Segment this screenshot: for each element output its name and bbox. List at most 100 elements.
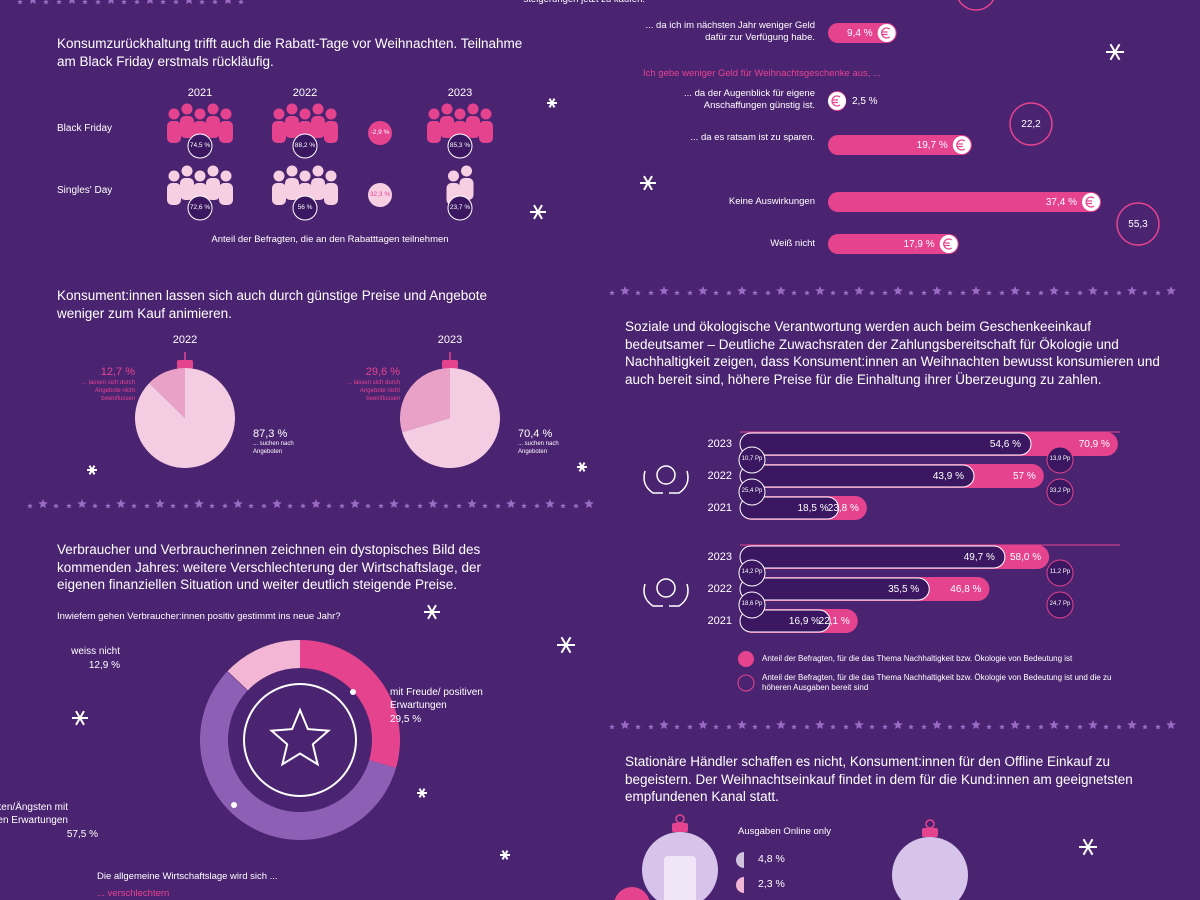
coin-icon [956, 139, 966, 151]
bar-label: 43,9 % [932, 471, 964, 482]
value-badge [187, 195, 213, 221]
star-decoration [534, 503, 540, 509]
star-decoration [155, 499, 165, 508]
person-icon [168, 170, 180, 182]
star-decoration [726, 290, 732, 296]
snowflake [418, 788, 426, 798]
person-icon [219, 183, 233, 205]
star-decoration [674, 724, 680, 730]
item-label: ... verschlechtern [97, 888, 170, 899]
star-decoration [300, 503, 306, 509]
star-decoration [1088, 286, 1098, 295]
bar-label: 54,6 % [989, 439, 1022, 450]
diff-badge [1046, 478, 1074, 506]
diff-badge [1046, 446, 1074, 474]
section-title: Verbraucher und Verbraucherinnen zeichne… [57, 542, 481, 593]
donut-center [243, 683, 357, 797]
snowflake [533, 204, 543, 220]
person-icon [194, 108, 206, 120]
bar-label: 46,8 % [950, 584, 982, 595]
segment-value: 29,5 % [390, 714, 422, 725]
star-decoration [1166, 286, 1176, 295]
item-label: ... da es ratsam ist zu sparen. [690, 132, 815, 143]
star-decoration [147, 0, 153, 4]
donut-segment [300, 640, 400, 768]
star-decoration [272, 499, 282, 508]
change-badge [368, 183, 392, 207]
value-badge [292, 195, 318, 221]
change-label: 32,3 % [369, 190, 391, 198]
star-decoration [222, 503, 228, 509]
coin-icon [939, 235, 958, 253]
person-icon [441, 103, 453, 115]
person-icon [206, 116, 220, 138]
year-label: 2021 [187, 86, 213, 99]
shop-icon [664, 856, 696, 900]
star-decoration [765, 724, 771, 730]
star-decoration [854, 720, 864, 729]
star-decoration [27, 503, 33, 509]
share-icon [736, 877, 744, 893]
value-label: 2,3 % [758, 878, 785, 890]
star-decoration [986, 290, 992, 296]
group-icon [656, 578, 676, 598]
diff-badge [738, 478, 766, 506]
star-decoration [1038, 290, 1044, 296]
star-decoration [999, 290, 1005, 296]
person-icon [299, 170, 311, 182]
star-decoration [209, 503, 215, 509]
person-icon [207, 103, 219, 115]
share-label: 12,7 % [100, 366, 135, 378]
coin-icon [952, 136, 971, 154]
star-decoration [116, 499, 126, 508]
star-decoration [287, 503, 293, 509]
star-decoration [830, 290, 836, 296]
star-decoration [467, 499, 477, 508]
group-header: Ich gebe weniger Geld für Weihnachtsgesc… [643, 68, 881, 79]
year-label: 2022 [707, 470, 732, 482]
star-decoration [66, 503, 72, 509]
person-icon [272, 183, 286, 205]
star-decoration [921, 724, 927, 730]
bar-label: 22,1 % [818, 616, 850, 627]
ornament-hook [925, 819, 935, 829]
star-decoration [53, 503, 59, 509]
person-icon [220, 108, 232, 120]
pie-slice [400, 368, 450, 433]
diff-label: 18,6 Pp [741, 601, 763, 608]
star-decoration [1142, 724, 1148, 730]
bar-label: 16,9 % [788, 616, 821, 627]
star-decoration [1049, 720, 1059, 729]
rest-label: 70,4 % [518, 428, 553, 440]
bar-label: 37,4 % [1045, 197, 1078, 208]
star-decoration [144, 503, 150, 509]
person-icon [207, 165, 219, 177]
star-decoration [17, 0, 23, 5]
star-decoration [38, 499, 48, 508]
star-decoration [225, 0, 231, 4]
total-circle [1009, 102, 1053, 146]
group-icon [643, 583, 689, 607]
star-decoration [311, 499, 321, 508]
person-icon [181, 103, 193, 115]
snowflake [75, 710, 85, 726]
bar-label: 18,5 % [797, 503, 829, 514]
star-decoration [417, 503, 423, 509]
person-icon [311, 116, 325, 138]
star-decoration [698, 720, 708, 729]
star-decoration [674, 290, 680, 296]
person-icon [325, 108, 337, 120]
star-decoration [893, 286, 903, 295]
group-header: Ausgaben Online only [738, 826, 831, 837]
diff-label: 10,7 Pp [741, 456, 763, 463]
ornament-cap [672, 823, 688, 832]
total-label: 55,3 [1128, 218, 1148, 230]
legend-swatch [737, 674, 755, 692]
ornament [614, 887, 650, 900]
item-label: ... da der Augenblick für eigene Anschaf… [684, 88, 815, 112]
diff-label: 13,9 Pp [1049, 456, 1071, 463]
star-decoration [1025, 290, 1031, 296]
person-icon [459, 178, 474, 200]
star-decoration [1064, 724, 1070, 730]
